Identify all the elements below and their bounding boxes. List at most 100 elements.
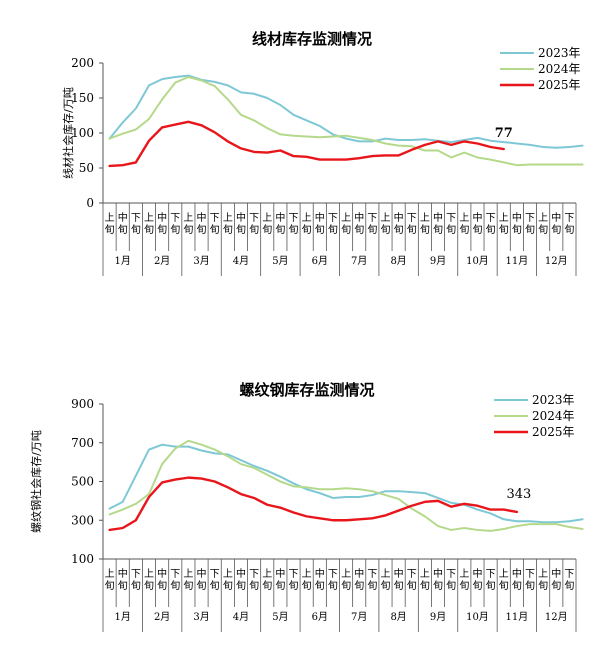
x-sub-label: 上旬 [459, 212, 469, 236]
x-month-label: 12月 [545, 255, 568, 267]
x-sub-label: 上旬 [302, 568, 312, 592]
x-month-label: 6月 [312, 255, 328, 267]
chart-1: 线材库存监测情况050100150200线材社会库存/万吨上旬中旬下旬上旬中旬下… [61, 30, 584, 276]
x-sub-label: 下旬 [446, 569, 456, 592]
x-month-label: 4月 [233, 255, 249, 267]
x-sub-label: 中旬 [315, 567, 325, 592]
x-sub-label: 下旬 [525, 569, 535, 592]
y-axis-label: 线材社会库存/万吨 [61, 87, 75, 179]
x-month-label: 2月 [154, 255, 170, 267]
x-sub-label: 下旬 [131, 569, 141, 592]
x-sub-label: 下旬 [564, 213, 574, 236]
x-month-label: 7月 [351, 255, 367, 267]
x-sub-label: 中旬 [433, 567, 443, 592]
chart-title: 螺纹钢库存监测情况 [239, 381, 374, 399]
x-sub-label: 上旬 [538, 568, 548, 592]
x-sub-label: 上旬 [499, 212, 509, 236]
x-sub-label: 中旬 [551, 211, 561, 236]
x-sub-label: 下旬 [131, 213, 141, 236]
y-tick-label: 200 [71, 56, 94, 70]
x-sub-label: 下旬 [407, 569, 417, 592]
x-sub-label: 上旬 [420, 212, 430, 236]
x-month-label: 5月 [272, 255, 288, 267]
y-tick-label: 50 [79, 161, 94, 175]
x-month-label: 12月 [545, 611, 568, 623]
legend-label: 2025年 [532, 425, 575, 439]
x-sub-label: 中旬 [551, 567, 561, 592]
series-line-2025年 [108, 476, 519, 532]
y-tick-label: 0 [86, 196, 94, 210]
legend-label: 2025年 [538, 78, 581, 92]
x-sub-label: 上旬 [183, 212, 193, 236]
x-sub-label: 中旬 [275, 567, 285, 592]
x-month-label: 7月 [351, 611, 367, 623]
x-sub-label: 下旬 [328, 213, 338, 236]
x-sub-label: 上旬 [341, 568, 351, 592]
x-month-label: 9月 [430, 611, 446, 623]
x-sub-label: 上旬 [380, 212, 390, 236]
y-tick-label: 100 [71, 552, 94, 566]
x-sub-label: 上旬 [105, 568, 115, 592]
x-sub-label: 中旬 [118, 211, 128, 236]
x-sub-label: 上旬 [262, 212, 272, 236]
x-sub-label: 中旬 [197, 567, 207, 592]
y-tick-label: 500 [71, 475, 94, 489]
x-sub-label: 下旬 [289, 213, 299, 236]
x-month-label: 4月 [233, 611, 249, 623]
x-sub-label: 下旬 [170, 213, 180, 236]
x-sub-label: 中旬 [354, 567, 364, 592]
x-sub-label: 中旬 [512, 567, 522, 592]
y-tick-label: 700 [71, 436, 94, 450]
x-month-label: 1月 [115, 611, 131, 623]
x-sub-label: 中旬 [236, 567, 246, 592]
x-sub-label: 下旬 [486, 569, 496, 592]
legend-label: 2024年 [538, 62, 581, 76]
x-sub-label: 上旬 [420, 568, 430, 592]
x-month-label: 8月 [390, 611, 406, 623]
x-sub-label: 上旬 [380, 568, 390, 592]
series-line-2023年 [108, 443, 584, 524]
x-month-label: 2月 [154, 611, 170, 623]
x-sub-label: 中旬 [472, 567, 482, 592]
chart-2: 螺纹钢库存监测情况100300500700900螺纹钢社会库存/万吨上旬中旬下旬… [29, 381, 584, 632]
y-tick-label: 900 [71, 397, 94, 411]
x-sub-label: 中旬 [315, 211, 325, 236]
x-sub-label: 中旬 [472, 211, 482, 236]
x-sub-label: 下旬 [367, 213, 377, 236]
x-sub-label: 上旬 [341, 212, 351, 236]
legend-label: 2024年 [532, 409, 575, 423]
x-sub-label: 下旬 [407, 213, 417, 236]
x-month-label: 1月 [115, 255, 131, 267]
x-month-label: 5月 [272, 611, 288, 623]
x-sub-label: 中旬 [394, 567, 404, 592]
x-sub-label: 下旬 [210, 569, 220, 592]
x-sub-label: 中旬 [275, 211, 285, 236]
x-month-label: 8月 [390, 255, 406, 267]
x-sub-label: 中旬 [394, 211, 404, 236]
x-sub-label: 上旬 [302, 212, 312, 236]
x-month-label: 3月 [193, 611, 209, 623]
series-line-2023年 [108, 74, 584, 149]
legend-label: 2023年 [532, 393, 575, 407]
x-month-label: 11月 [506, 611, 529, 623]
x-sub-label: 上旬 [538, 212, 548, 236]
x-sub-label: 中旬 [236, 211, 246, 236]
x-sub-label: 中旬 [157, 567, 167, 592]
x-month-label: 3月 [193, 255, 209, 267]
x-sub-label: 上旬 [499, 568, 509, 592]
x-sub-label: 中旬 [354, 211, 364, 236]
x-sub-label: 中旬 [197, 211, 207, 236]
x-sub-label: 上旬 [459, 568, 469, 592]
x-sub-label: 下旬 [170, 569, 180, 592]
x-sub-label: 上旬 [223, 568, 233, 592]
x-sub-label: 下旬 [525, 213, 535, 236]
x-sub-label: 上旬 [262, 568, 272, 592]
x-month-label: 9月 [430, 255, 446, 267]
x-sub-label: 中旬 [512, 211, 522, 236]
x-month-label: 10月 [466, 255, 489, 267]
x-sub-label: 下旬 [210, 213, 220, 236]
x-sub-label: 中旬 [433, 211, 443, 236]
x-sub-label: 下旬 [486, 213, 496, 236]
x-sub-label: 下旬 [249, 213, 259, 236]
